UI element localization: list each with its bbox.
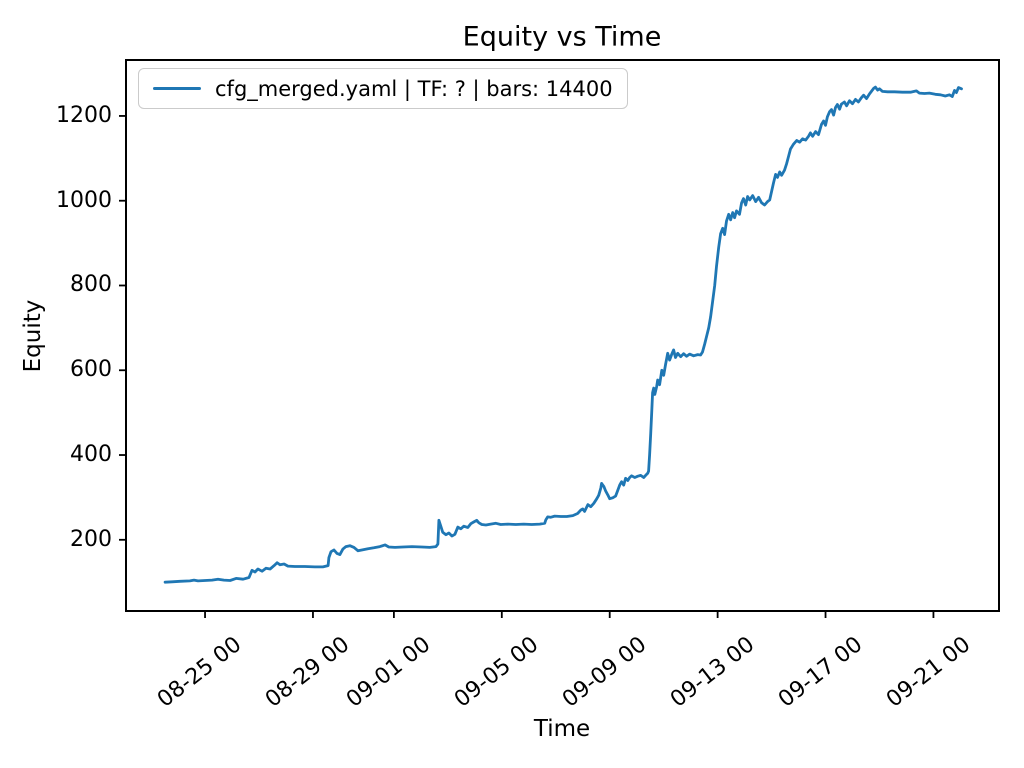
legend-box: cfg_merged.yaml | TF: ? | bars: 14400 — [138, 68, 628, 109]
legend-line-sample — [153, 86, 201, 91]
y-tick-label: 600 — [70, 357, 112, 383]
y-tick-label: 800 — [70, 272, 112, 298]
axes-frame — [125, 59, 1000, 612]
y-tick-label: 1200 — [56, 102, 112, 128]
y-tick-label: 200 — [70, 526, 112, 552]
y-tick-label: 1000 — [56, 187, 112, 213]
equity-line — [163, 85, 963, 584]
legend-entry-label: cfg_merged.yaml | TF: ? | bars: 14400 — [215, 76, 613, 101]
chart-title: Equity vs Time — [462, 21, 662, 53]
x-axis-label: Time — [533, 716, 591, 742]
y-tick-label: 400 — [70, 442, 112, 468]
y-axis-label: Equity — [20, 299, 46, 373]
